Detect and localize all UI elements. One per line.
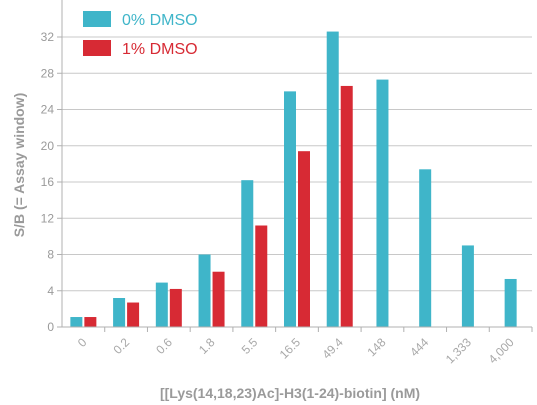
bar-0pct-dmso-3 bbox=[198, 254, 211, 327]
bar-0pct-dmso-0 bbox=[70, 317, 83, 327]
y-axis-ticks: 0 4 8 12 16 20 24 28 32 bbox=[41, 30, 62, 334]
y-tick-label: 28 bbox=[41, 66, 55, 80]
bar-1pct-dmso-4 bbox=[255, 225, 268, 327]
bar-0pct-dmso-1 bbox=[113, 298, 126, 327]
bar-0pct-dmso-4 bbox=[241, 180, 254, 327]
x-tick-label: 4,000 bbox=[486, 335, 517, 366]
bar-1pct-dmso-6 bbox=[340, 85, 353, 327]
bar-1pct-dmso-1 bbox=[127, 302, 140, 327]
x-tick-label: 49.4 bbox=[319, 335, 346, 362]
x-tick-label: 0 bbox=[75, 335, 90, 350]
legend-swatch-0 bbox=[83, 11, 111, 27]
y-tick-label: 16 bbox=[41, 175, 55, 189]
x-tick-label: 444 bbox=[407, 335, 431, 359]
x-axis-ticks: 0 0.2 0.6 1.8 5.5 16.5 49.4 148 444 1,333 4,000 bbox=[75, 327, 533, 366]
bar-0pct-dmso-7 bbox=[376, 79, 389, 327]
bar-1pct-dmso-3 bbox=[212, 271, 225, 327]
bar-0pct-dmso-8 bbox=[419, 169, 432, 327]
bars bbox=[70, 31, 517, 327]
bar-0pct-dmso-5 bbox=[284, 91, 296, 327]
x-axis-title: [[Lys(14,18,23)Ac]-H3(1-24)-biotin] (nM) bbox=[160, 385, 420, 401]
x-tick-label: 0.2 bbox=[111, 335, 133, 357]
bar-0pct-dmso-2 bbox=[155, 282, 168, 327]
y-tick-label: 20 bbox=[41, 139, 55, 153]
x-tick-label: 5.5 bbox=[239, 335, 261, 357]
bar-1pct-dmso-5 bbox=[298, 151, 310, 327]
x-tick-label: 148 bbox=[365, 335, 389, 359]
legend-label-1: 1% DMSO bbox=[122, 41, 198, 58]
gridlines bbox=[62, 36, 532, 292]
bar-0pct-dmso-9 bbox=[461, 245, 474, 327]
legend-swatch-1 bbox=[83, 40, 111, 56]
x-tick-label: 1.8 bbox=[196, 335, 218, 357]
y-tick-label: 8 bbox=[47, 248, 54, 262]
bar-0pct-dmso-10 bbox=[504, 278, 517, 327]
bar-0pct-dmso-6 bbox=[326, 31, 339, 327]
y-tick-label: 0 bbox=[47, 320, 54, 334]
y-tick-label: 32 bbox=[41, 30, 55, 44]
y-axis-title: S/B (= Assay window) bbox=[11, 93, 27, 238]
x-tick-label: 16.5 bbox=[277, 335, 304, 362]
bar-1pct-dmso-0 bbox=[84, 317, 97, 327]
x-tick-label: 1,333 bbox=[443, 335, 474, 366]
y-tick-label: 12 bbox=[41, 211, 55, 225]
y-tick-label: 4 bbox=[47, 284, 54, 298]
legend-label-0: 0% DMSO bbox=[122, 12, 198, 29]
bar-1pct-dmso-2 bbox=[169, 288, 182, 327]
y-tick-label: 24 bbox=[41, 103, 55, 117]
x-tick-label: 0.6 bbox=[153, 335, 175, 357]
legend: 0% DMSO 1% DMSO bbox=[83, 11, 198, 58]
